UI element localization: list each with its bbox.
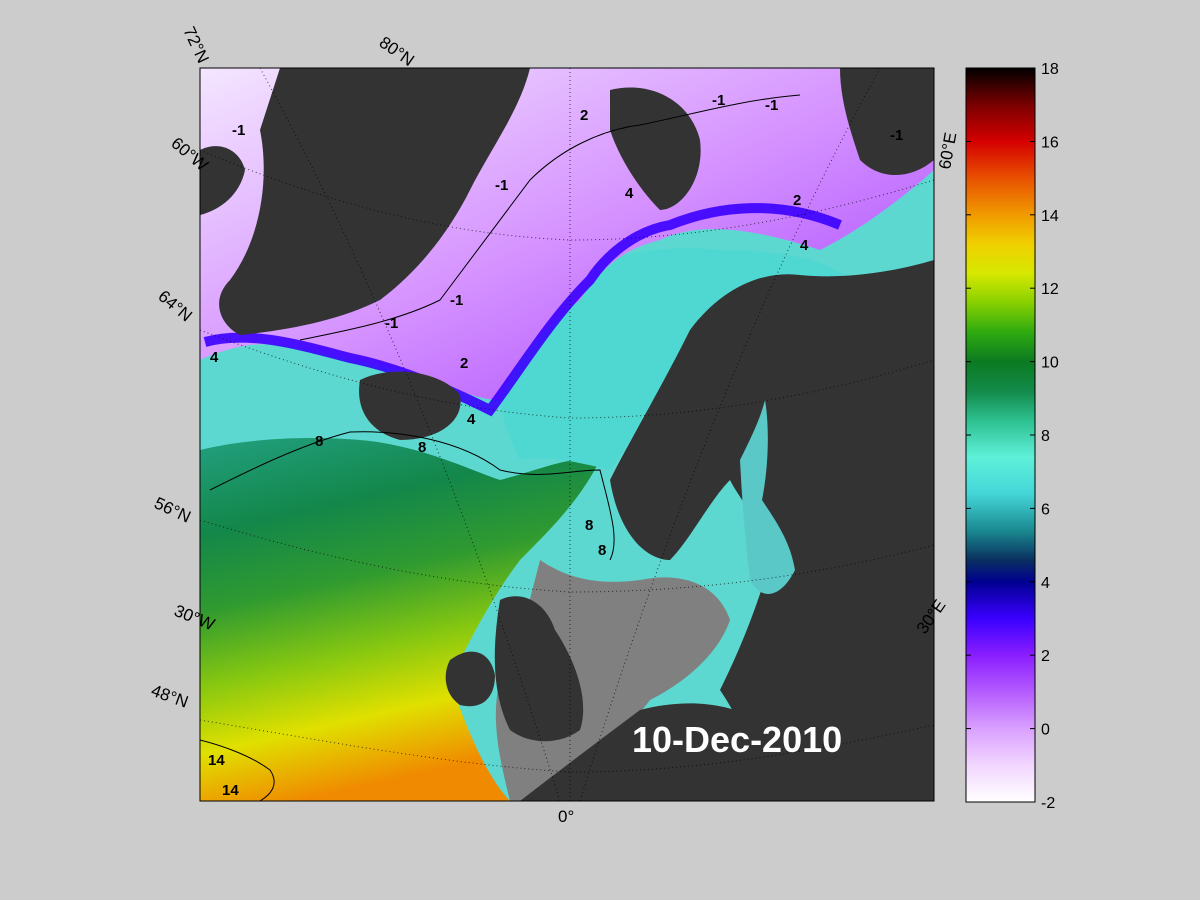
contour-minus1 xyxy=(299,94,801,341)
contour-14 xyxy=(200,739,275,801)
contour-label: -1 xyxy=(712,92,725,109)
contour-label: 8 xyxy=(418,439,426,456)
colorbar-tick-label: 6 xyxy=(1041,501,1050,518)
colorbar-tick-label: -2 xyxy=(1041,795,1055,812)
contour-label: -1 xyxy=(385,315,398,332)
contour-8 xyxy=(209,431,615,561)
russia-north xyxy=(840,68,934,175)
ireland xyxy=(445,651,495,707)
colorbar-ticks: 18 16 14 12 10 8 6 4 2 0 -2 xyxy=(966,61,1059,812)
lat-label-56: 56°N xyxy=(151,493,193,526)
continental-europe xyxy=(520,703,934,801)
contour-labels: -1 -1 -1 -1 -1 -1 -1 2 2 2 4 4 4 4 8 8 8… xyxy=(208,92,903,799)
contour-label: -1 xyxy=(495,177,508,194)
map-border xyxy=(199,67,935,802)
colorbar-tick-label: 16 xyxy=(1041,134,1059,151)
lon-label-80n: 80°N xyxy=(376,33,418,70)
contour-label: 2 xyxy=(580,107,588,124)
colorbar-tick-label: 10 xyxy=(1041,355,1059,372)
lat-label-48: 48°N xyxy=(149,681,191,712)
contour-label: 2 xyxy=(793,192,801,209)
colorbar-tick-label: 8 xyxy=(1041,428,1050,445)
contour-label: 14 xyxy=(222,782,239,799)
north-sea-mask xyxy=(495,560,730,801)
colorbar-tick-label: 4 xyxy=(1041,575,1050,592)
graticule xyxy=(200,68,934,801)
british-isles xyxy=(494,596,584,742)
contour-label: 8 xyxy=(585,517,593,534)
contour-label: -1 xyxy=(232,122,245,139)
lat-label-72: 72°N xyxy=(179,24,212,66)
contour-label: 4 xyxy=(210,349,219,366)
colorbar-gradient xyxy=(965,67,1036,803)
contour-label: 4 xyxy=(467,411,476,428)
contour-label: 4 xyxy=(800,237,809,254)
greenland xyxy=(219,68,530,335)
colorbar-tick-label: 2 xyxy=(1041,648,1050,665)
baltic-sea xyxy=(740,400,795,594)
colorbar-tick-label: 18 xyxy=(1041,61,1059,78)
lon-label-0: 0° xyxy=(558,807,574,826)
contour-label: 4 xyxy=(625,185,634,202)
contour-label: 8 xyxy=(598,542,606,559)
colorbar-tick-label: 14 xyxy=(1041,208,1059,225)
contour-label: -1 xyxy=(890,127,903,144)
colorbar-tick-label: 12 xyxy=(1041,281,1059,298)
contour-label: 2 xyxy=(460,355,468,372)
svalbard xyxy=(610,87,701,210)
lon-label-60e: 60°E xyxy=(935,131,960,171)
map-area xyxy=(200,68,934,801)
contour-label: 8 xyxy=(315,433,323,450)
atlantic-water xyxy=(200,438,600,801)
colorbar-tick-label: 0 xyxy=(1041,722,1050,739)
contour-label: 14 xyxy=(208,752,225,769)
contour-label: -1 xyxy=(450,292,463,309)
iceland xyxy=(359,371,461,440)
colorbar: 18 16 14 12 10 8 6 4 2 0 -2 xyxy=(965,61,1059,812)
lat-label-64: 64°N xyxy=(154,287,195,326)
contour-label: -1 xyxy=(765,97,778,114)
date-label: 10-Dec-2010 xyxy=(632,719,842,760)
cold-front xyxy=(203,203,842,417)
